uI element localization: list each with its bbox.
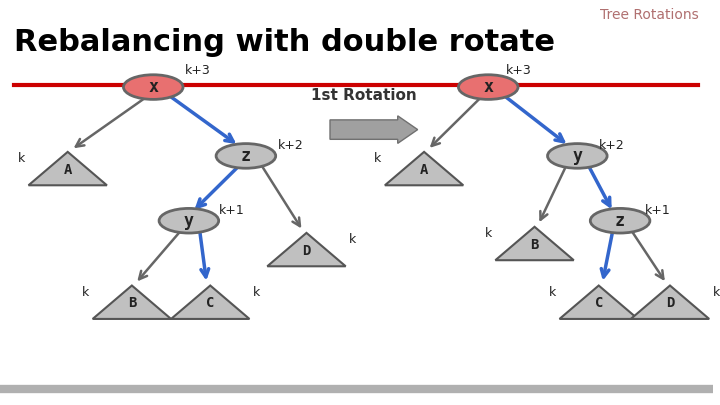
Text: k: k xyxy=(349,233,356,246)
Polygon shape xyxy=(495,227,574,260)
Text: D: D xyxy=(302,244,310,258)
Text: k: k xyxy=(485,227,492,240)
Text: z: z xyxy=(241,147,251,165)
Ellipse shape xyxy=(459,75,518,99)
Text: k+1: k+1 xyxy=(219,204,245,217)
Text: k: k xyxy=(374,152,382,165)
Text: k: k xyxy=(18,152,25,165)
FancyArrow shape xyxy=(330,116,418,143)
Text: y: y xyxy=(184,212,194,230)
Polygon shape xyxy=(559,286,638,319)
Text: k: k xyxy=(82,286,89,299)
Text: C: C xyxy=(206,296,215,310)
Text: y: y xyxy=(572,147,582,165)
Ellipse shape xyxy=(216,144,276,168)
Polygon shape xyxy=(267,233,346,266)
Text: k: k xyxy=(549,286,556,299)
Polygon shape xyxy=(93,286,171,319)
Text: 1st Rotation: 1st Rotation xyxy=(310,88,416,103)
Text: A: A xyxy=(63,163,72,177)
Text: k+2: k+2 xyxy=(278,139,304,152)
Text: B: B xyxy=(127,296,136,310)
Polygon shape xyxy=(171,286,249,319)
Ellipse shape xyxy=(159,209,219,233)
Text: A: A xyxy=(420,163,428,177)
Text: k+2: k+2 xyxy=(599,139,624,152)
Text: x: x xyxy=(148,78,158,96)
Ellipse shape xyxy=(547,144,607,168)
Text: k: k xyxy=(713,286,720,299)
Text: k+3: k+3 xyxy=(506,64,532,77)
Polygon shape xyxy=(631,286,709,319)
Ellipse shape xyxy=(123,75,183,99)
Text: k+3: k+3 xyxy=(185,64,211,77)
Text: Rebalancing with double rotate: Rebalancing with double rotate xyxy=(14,28,555,58)
Text: Tree Rotations: Tree Rotations xyxy=(600,8,698,22)
Polygon shape xyxy=(29,152,107,185)
Text: z: z xyxy=(615,212,625,230)
Polygon shape xyxy=(385,152,463,185)
Text: D: D xyxy=(666,296,674,310)
Text: C: C xyxy=(595,296,603,310)
Ellipse shape xyxy=(590,209,650,233)
Text: B: B xyxy=(531,238,539,252)
Text: k: k xyxy=(253,286,260,299)
Text: x: x xyxy=(483,78,493,96)
Text: k+1: k+1 xyxy=(645,204,671,217)
